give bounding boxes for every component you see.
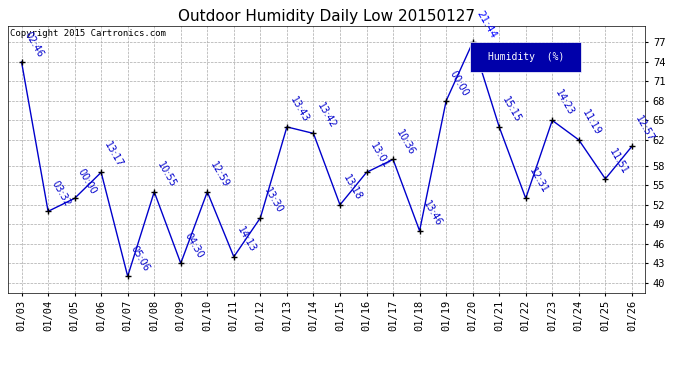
- Text: 11:51: 11:51: [607, 147, 629, 176]
- Text: 00:00: 00:00: [76, 166, 99, 195]
- Text: 12:31: 12:31: [527, 166, 550, 195]
- Text: 12:57: 12:57: [633, 114, 656, 144]
- Text: 13:17: 13:17: [103, 141, 125, 170]
- FancyBboxPatch shape: [470, 42, 582, 72]
- Text: 02:46: 02:46: [23, 30, 46, 59]
- Text: 10:36: 10:36: [395, 128, 417, 157]
- Text: 04:30: 04:30: [182, 231, 205, 261]
- Text: 13:30: 13:30: [262, 186, 284, 215]
- Text: 14:13: 14:13: [235, 225, 258, 254]
- Text: 13:01: 13:01: [368, 141, 391, 170]
- Text: 00:00: 00:00: [448, 69, 470, 98]
- Text: 13:46: 13:46: [421, 199, 444, 228]
- Text: Humidity  (%): Humidity (%): [488, 52, 564, 62]
- Text: 11:19: 11:19: [580, 108, 603, 137]
- Text: 14:23: 14:23: [553, 88, 576, 118]
- Text: 13:18: 13:18: [342, 173, 364, 202]
- Text: 13:43: 13:43: [288, 95, 311, 124]
- Text: 05:06: 05:06: [129, 244, 152, 273]
- Text: 03:32: 03:32: [50, 179, 72, 209]
- Text: 10:55: 10:55: [156, 160, 178, 189]
- Title: Outdoor Humidity Daily Low 20150127: Outdoor Humidity Daily Low 20150127: [178, 9, 475, 24]
- Text: 13:42: 13:42: [315, 102, 337, 130]
- Text: 21:44: 21:44: [474, 9, 497, 40]
- Text: 12:59: 12:59: [208, 160, 231, 189]
- Text: Copyright 2015 Cartronics.com: Copyright 2015 Cartronics.com: [10, 29, 166, 38]
- Text: 15:15: 15:15: [500, 95, 523, 124]
